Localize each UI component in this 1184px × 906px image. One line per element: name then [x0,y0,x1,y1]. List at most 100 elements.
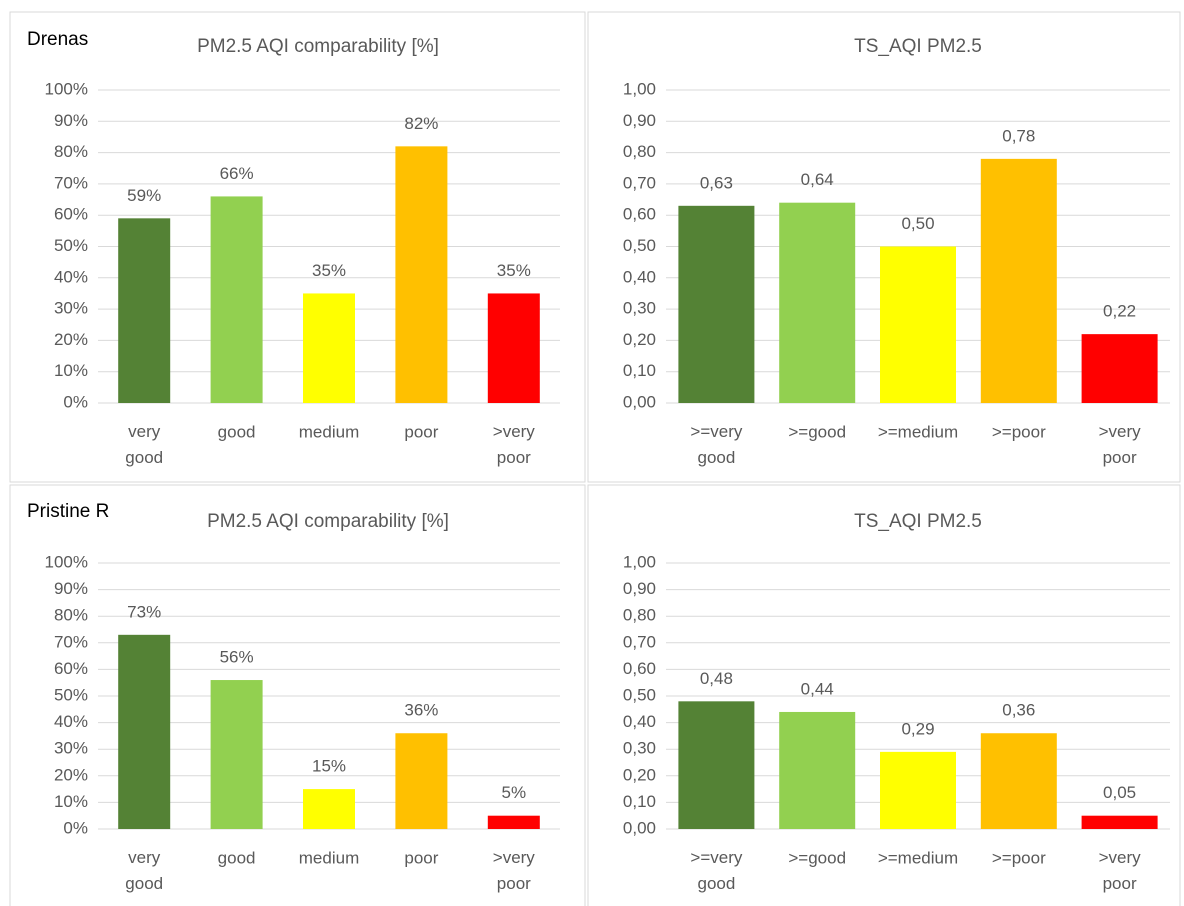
y-tick-label: 0,70 [623,173,656,192]
y-tick-label: 80% [54,606,88,625]
data-label: 56% [220,648,254,667]
y-tick-label: 30% [54,739,88,758]
data-label: 0,05 [1103,783,1136,802]
x-tick-label: medium [299,848,359,867]
y-tick-label: 0,20 [623,765,656,784]
data-label: 0,64 [801,170,834,189]
bar [1081,815,1158,829]
station-label: Drenas [27,29,88,50]
data-label: 15% [312,757,346,776]
chart-title: PM2.5 AQI comparability [%] [207,511,449,532]
bar [880,751,956,829]
bar [118,634,171,829]
x-tick-label: >=good [788,848,846,867]
y-tick-label: 0,20 [623,330,656,349]
x-tick-label: medium [299,422,359,441]
x-tick-label: >=medium [878,422,958,441]
data-label: 0,29 [901,719,934,738]
x-tick-label: very good [125,848,163,893]
x-tick-label: >very poor [493,422,536,467]
data-label: 0,48 [700,669,733,688]
x-tick-label: >=medium [878,848,958,867]
y-tick-label: 0,40 [623,712,656,731]
bar [779,711,856,829]
data-label: 0,50 [901,214,934,233]
bar [779,202,856,403]
x-tick-label: good [218,848,256,867]
y-tick-label: 40% [54,712,88,731]
bar [395,146,448,403]
bar [303,789,355,829]
y-tick-label: 90% [54,111,88,130]
bar [880,246,956,403]
y-tick-label: 100% [45,552,88,571]
data-label: 35% [497,261,531,280]
data-label: 0,44 [801,679,834,698]
chart-border [9,11,586,483]
y-tick-label: 0,80 [623,142,656,161]
bar [678,701,755,829]
station-label: Pristine R [27,501,109,522]
y-tick-label: 0,30 [623,299,656,318]
y-tick-label: 20% [54,330,88,349]
chart-title: PM2.5 AQI comparability [%] [197,36,439,57]
y-tick-label: 1,00 [623,79,656,98]
y-tick-label: 50% [54,685,88,704]
x-tick-label: >very poor [1099,848,1142,893]
y-tick-label: 0,00 [623,392,656,411]
data-label: 36% [404,701,438,720]
y-tick-label: 60% [54,659,88,678]
chart-title: TS_AQI PM2.5 [854,511,982,532]
chart-border [587,11,1181,483]
y-tick-label: 80% [54,142,88,161]
x-tick-label: very good [125,422,163,467]
y-tick-label: 40% [54,267,88,286]
y-tick-label: 0,10 [623,792,656,811]
y-tick-label: 1,00 [623,552,656,571]
x-tick-label: poor [404,848,438,867]
bar [980,158,1057,403]
y-tick-label: 20% [54,765,88,784]
bar [1081,334,1158,403]
chart-border [9,484,586,906]
bar [487,293,540,403]
bar [395,733,448,829]
y-tick-label: 50% [54,236,88,255]
x-tick-label: >very poor [1099,422,1142,467]
y-tick-label: 0,60 [623,205,656,224]
y-tick-label: 30% [54,299,88,318]
data-label: 0,22 [1103,302,1136,321]
y-tick-label: 10% [54,792,88,811]
bar [210,196,263,403]
y-tick-label: 100% [45,79,88,98]
y-tick-label: 0,70 [623,632,656,651]
y-tick-label: 0,50 [623,685,656,704]
y-tick-label: 0,60 [623,659,656,678]
x-tick-label: good [218,422,256,441]
x-tick-label: poor [404,422,438,441]
y-tick-label: 0,50 [623,236,656,255]
bar [118,218,171,403]
y-tick-label: 10% [54,361,88,380]
bar [210,680,263,829]
bar [678,205,755,403]
y-tick-label: 0,90 [623,111,656,130]
y-tick-label: 0,40 [623,267,656,286]
y-tick-label: 70% [54,632,88,651]
chart-title: TS_AQI PM2.5 [854,36,982,57]
x-tick-label: >=poor [992,422,1046,441]
y-tick-label: 0,30 [623,739,656,758]
data-label: 82% [404,114,438,133]
x-tick-label: >=poor [992,848,1046,867]
y-tick-label: 90% [54,579,88,598]
data-label: 35% [312,261,346,280]
bar [980,733,1057,829]
data-label: 0,63 [700,173,733,192]
x-tick-label: >=good [788,422,846,441]
data-label: 66% [220,164,254,183]
y-tick-label: 0,00 [623,818,656,837]
chart-border [587,484,1181,906]
y-tick-label: 0,10 [623,361,656,380]
